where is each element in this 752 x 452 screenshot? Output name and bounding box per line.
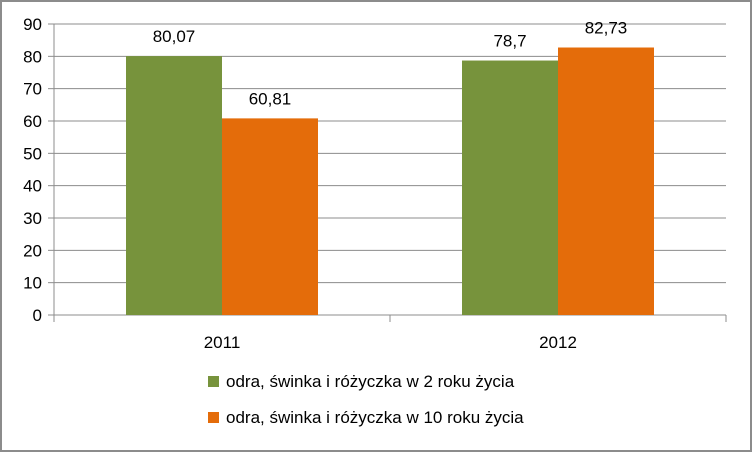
y-tick-label: 60 xyxy=(23,112,42,131)
y-tick-label: 80 xyxy=(23,47,42,66)
y-tick-label: 30 xyxy=(23,209,42,228)
legend-swatch xyxy=(208,412,219,423)
bar-2011-series-1 xyxy=(126,56,222,316)
legend-swatch xyxy=(208,376,219,387)
legend-entry: odra, świnka i różyczka w 10 roku życia xyxy=(226,408,524,427)
bar-2012-series-2 xyxy=(558,47,654,315)
y-tick-label: 50 xyxy=(23,144,42,163)
y-tick-label: 70 xyxy=(23,80,42,99)
y-tick-label: 90 xyxy=(23,15,42,34)
data-label: 60,81 xyxy=(249,89,292,108)
y-tick-label: 20 xyxy=(23,241,42,260)
x-tick-label: 2012 xyxy=(539,333,577,352)
legend-entry: odra, świnka i różyczka w 2 roku życia xyxy=(226,372,515,391)
y-tick-label: 0 xyxy=(33,306,42,325)
bar-2011-series-2 xyxy=(222,118,318,315)
data-label: 82,73 xyxy=(585,19,628,38)
bar-2012-series-1 xyxy=(462,60,558,315)
data-label: 78,7 xyxy=(493,32,526,51)
y-tick-label: 10 xyxy=(23,274,42,293)
y-tick-label: 40 xyxy=(23,177,42,196)
x-tick-label: 2011 xyxy=(204,333,241,352)
data-label: 80,07 xyxy=(153,27,196,46)
